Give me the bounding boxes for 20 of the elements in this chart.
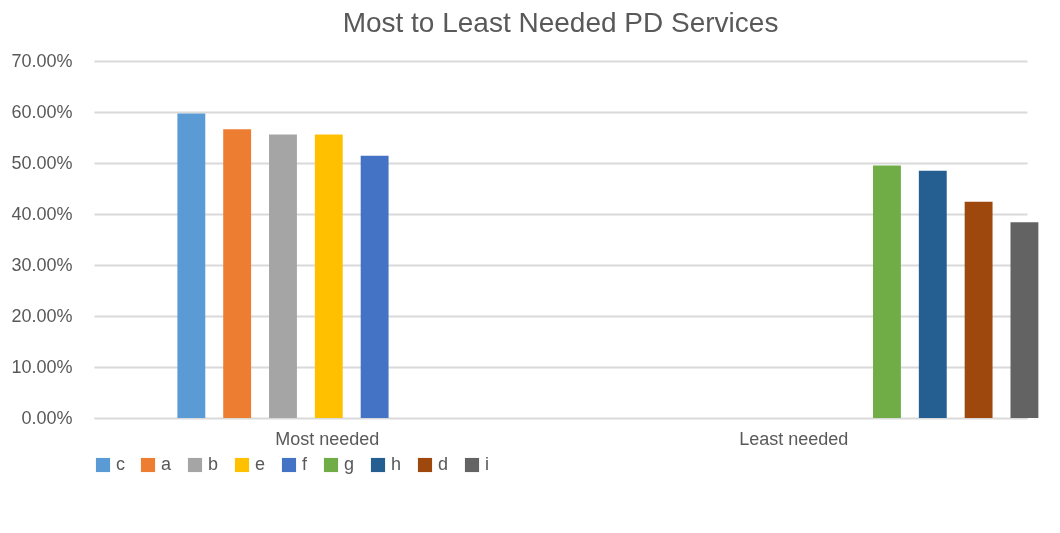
legend-label: i — [485, 454, 489, 474]
y-tick-label: 70.00% — [11, 50, 73, 71]
legend-label: f — [302, 454, 308, 474]
legend-label: d — [438, 454, 449, 474]
y-tick-label: 60.00% — [11, 101, 73, 122]
legend-label: b — [208, 454, 219, 474]
legend-label: e — [255, 454, 266, 474]
y-tick-label: 10.00% — [11, 356, 73, 377]
y-tick-label: 20.00% — [11, 305, 73, 326]
y-tick-label: 30.00% — [11, 254, 73, 275]
legend-label: c — [116, 454, 125, 474]
x-tick-label: Most needed — [275, 428, 380, 449]
y-tick-label: 40.00% — [11, 203, 73, 224]
y-tick-label: 0.00% — [21, 407, 73, 428]
x-tick-label: Least needed — [739, 428, 849, 449]
y-tick-label: 50.00% — [11, 152, 73, 173]
legend-label: a — [161, 454, 172, 474]
chart-title: Most to Least Needed PD Services — [342, 7, 779, 38]
legend-label: g — [344, 454, 355, 474]
legend-label: h — [391, 454, 402, 474]
